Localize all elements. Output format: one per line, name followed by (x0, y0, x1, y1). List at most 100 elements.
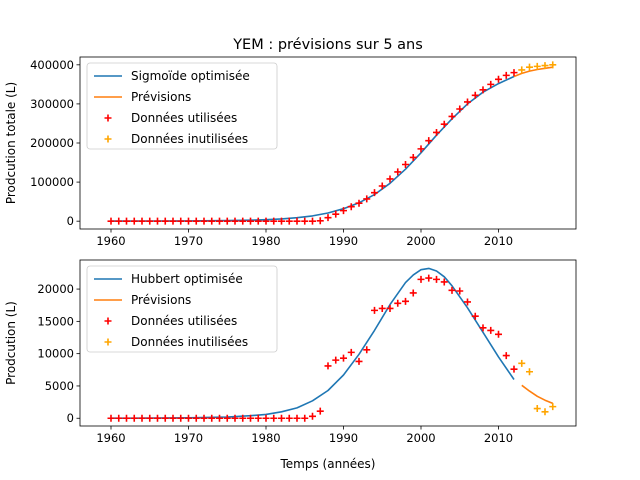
donnees-inutilisees-point (549, 61, 557, 69)
x-tick-label: 1990 (329, 234, 358, 248)
donnees-utilisees-point (254, 217, 262, 225)
donnees-utilisees-point (169, 414, 177, 422)
donnees-utilisees-point (487, 80, 495, 88)
donnees-inutilisees-point (518, 359, 526, 367)
donnees-utilisees-point (216, 217, 223, 225)
previsions-line (513, 66, 553, 78)
x-tick-label: 2000 (406, 431, 435, 445)
donnees-utilisees-point (231, 217, 239, 225)
donnees-utilisees-point (417, 275, 425, 283)
donnees-utilisees-point (316, 407, 324, 415)
donnees-utilisees-point (293, 414, 301, 422)
legend-label-donnees-utilisees: Données utilisées (131, 111, 237, 125)
donnees-utilisees-point (247, 217, 254, 225)
legend-label-donnees-inutilisees: Données inutilisées (131, 132, 248, 146)
donnees-utilisees-point (223, 414, 231, 422)
legend: Hubbert optimisée Prévisions Données utili… (86, 265, 278, 353)
x-tick-label: 2010 (484, 234, 513, 248)
bottom-chart-panel: 1960 1970 1980 1990 2000 2010 0 5000 10000 15000 2… (4, 259, 577, 471)
donnees-utilisees-point (394, 168, 402, 176)
donnees-utilisees-point (115, 414, 123, 422)
donnees-utilisees-point (293, 217, 301, 225)
donnees-utilisees-point (332, 210, 340, 218)
donnees-utilisees-point (262, 217, 270, 225)
donnees-utilisees-point (371, 306, 378, 314)
donnees-inutilisees-point (549, 403, 557, 411)
donnees-inutilisees-point (541, 408, 549, 416)
donnees-utilisees-point (378, 182, 386, 190)
donnees-utilisees-point (417, 145, 425, 153)
donnees-utilisees-point (440, 278, 448, 286)
series-group (107, 61, 557, 225)
donnees-utilisees-point (254, 414, 262, 422)
donnees-utilisees-point (107, 414, 115, 422)
x-tick-label: 1960 (96, 234, 125, 248)
donnees-utilisees-point (115, 217, 123, 225)
donnees-utilisees-point (502, 352, 510, 360)
donnees-utilisees-point (448, 112, 456, 120)
donnees-utilisees-point (161, 414, 169, 422)
legend-label-previsions: Prévisions (131, 90, 191, 104)
donnees-utilisees-point (154, 217, 161, 225)
x-tick-label: 1980 (251, 431, 280, 445)
donnees-utilisees-point (409, 153, 417, 161)
donnees-utilisees-point (355, 357, 363, 365)
donnees-utilisees-point (464, 98, 471, 106)
donnees-utilisees-point (301, 217, 309, 225)
legend-label-donnees-inutilisees: Données inutilisées (131, 335, 248, 349)
donnees-utilisees-point (239, 217, 247, 225)
donnees-utilisees-point (479, 324, 487, 332)
donnees-utilisees-point (169, 217, 177, 225)
donnees-utilisees-point (278, 414, 285, 422)
donnees-utilisees-point (495, 75, 502, 83)
donnees-utilisees-point (355, 199, 363, 207)
donnees-utilisees-point (208, 217, 216, 225)
donnees-utilisees-point (231, 414, 239, 422)
donnees-utilisees-point (402, 297, 409, 305)
donnees-utilisees-point (471, 91, 479, 99)
previsions-line (521, 384, 554, 405)
donnees-utilisees-point (402, 161, 409, 168)
donnees-utilisees-point (433, 128, 440, 136)
donnees-utilisees-point (332, 356, 340, 364)
donnees-utilisees-point (309, 412, 316, 420)
donnees-utilisees-point (495, 330, 502, 338)
donnees-utilisees-point (409, 289, 417, 297)
donnees-utilisees-point (464, 298, 471, 306)
donnees-utilisees-point (347, 203, 355, 211)
donnees-utilisees-point (386, 175, 394, 183)
y-axis-label: Prodcution (L) (4, 301, 18, 385)
donnees-utilisees-point (130, 414, 138, 422)
donnees-utilisees-point (123, 217, 130, 225)
donnees-inutilisees-point (526, 63, 533, 71)
donnees-utilisees-point (123, 414, 130, 422)
donnees-utilisees-point (487, 326, 495, 334)
legend-box (86, 265, 278, 353)
x-tick-label: 2010 (484, 431, 513, 445)
donnees-utilisees-point (239, 414, 247, 422)
x-tick-label: 1980 (251, 234, 280, 248)
donnees-utilisees-point (510, 69, 518, 77)
donnees-utilisees-point (425, 137, 433, 145)
donnees-utilisees-point (185, 217, 192, 225)
donnees-utilisees-point (177, 217, 185, 225)
y-tick-label: 15000 (37, 314, 74, 328)
donnees-inutilisees-point (541, 62, 549, 70)
top-chart-panel: 1960 1970 1980 1990 2000 2010 0 100000 200000 300… (4, 56, 577, 248)
donnees-utilisees-point (278, 217, 285, 225)
donnees-utilisees-point (371, 189, 378, 197)
x-tick-label: 1970 (174, 234, 203, 248)
x-tick-label: 1960 (96, 431, 125, 445)
legend-label-donnees-utilisees: Données utilisées (131, 314, 237, 328)
donnees-utilisees-point (130, 217, 138, 225)
donnees-utilisees-point (440, 120, 448, 128)
donnees-utilisees-point (270, 217, 278, 225)
donnees-utilisees-point (433, 275, 440, 283)
donnees-utilisees-point (270, 414, 278, 422)
donnees-utilisees-point (456, 105, 464, 113)
donnees-utilisees-point (347, 348, 355, 356)
donnees-utilisees-point (177, 414, 185, 422)
donnees-utilisees-point (138, 217, 146, 225)
x-tick-label: 1990 (329, 431, 358, 445)
